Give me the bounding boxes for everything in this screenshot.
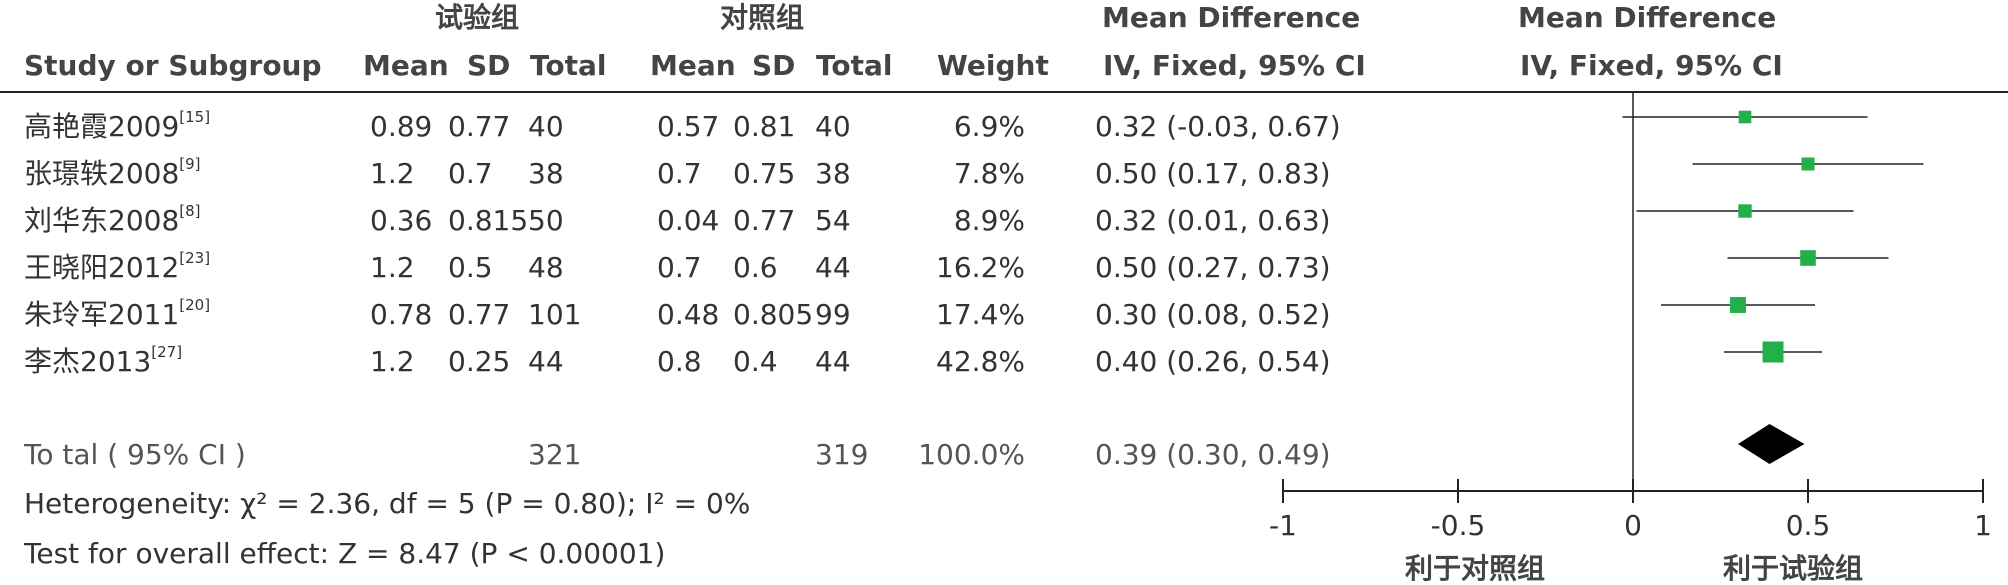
ctrl-sd: 0.81 — [733, 110, 796, 143]
weight-header: Weight — [937, 49, 1049, 82]
ci-text: 0.50 (0.27, 0.73) — [1095, 251, 1331, 284]
group-ctrl-header: 对照组 — [720, 1, 805, 34]
exp-sd: 0.77 — [448, 298, 511, 331]
study-ref: [8] — [179, 201, 201, 220]
total-ctrl-total: 319 — [815, 438, 869, 471]
header-divider — [0, 91, 2008, 93]
ctrl-mean: 0.8 — [657, 345, 702, 378]
total-weight: 100.0% — [918, 438, 1025, 471]
pooled-diamond — [1738, 424, 1805, 464]
exp-sd: 0.7 — [448, 157, 493, 190]
exp-total: 50 — [528, 204, 564, 237]
exp-mean: 0.89 — [370, 110, 433, 143]
ctrl-sd: 0.6 — [733, 251, 778, 284]
study-ref: [15] — [179, 107, 211, 126]
ctrl-sd: 0.75 — [733, 157, 796, 190]
study-ref: [23] — [179, 248, 211, 267]
ctrl-mean: 0.48 — [657, 298, 720, 331]
total-ci-text: 0.39 (0.30, 0.49) — [1095, 438, 1331, 471]
ctrl-mean: 0.7 — [657, 251, 702, 284]
ctrl-total: 38 — [815, 157, 851, 190]
total-label: To tal ( 95% CI ) — [24, 438, 246, 471]
x-tick-label: 1 — [1974, 509, 1992, 542]
study-name: 刘华东2008[8] — [24, 201, 201, 237]
overall-effect-text: Test for overall effect: Z = 8.47 (P < 0… — [24, 537, 666, 570]
ctrl-mean-header: Mean — [650, 49, 736, 82]
effect-marker — [1762, 341, 1784, 363]
effect-marker — [1801, 157, 1815, 171]
study-ref: [9] — [179, 154, 201, 173]
weight-value: 16.2% — [936, 251, 1025, 284]
exp-sd-header: SD — [467, 49, 511, 82]
ctrl-mean: 0.57 — [657, 110, 720, 143]
heterogeneity-text: Heterogeneity: χ² = 2.36, df = 5 (P = 0.… — [24, 487, 751, 520]
study-name: 高艳霞2009[15] — [24, 107, 211, 143]
weight-value: 7.8% — [953, 157, 1025, 190]
ctrl-sd-header: SD — [752, 49, 796, 82]
ctrl-total-header: Total — [816, 49, 893, 82]
exp-total: 101 — [528, 298, 582, 331]
exp-total-header: Total — [530, 49, 607, 82]
effect-marker — [1800, 250, 1816, 266]
ctrl-total: 44 — [815, 345, 851, 378]
ci-text: 0.40 (0.26, 0.54) — [1095, 345, 1331, 378]
ci-text: 0.50 (0.17, 0.83) — [1095, 157, 1331, 190]
exp-sd: 0.77 — [448, 110, 511, 143]
study-name: 李杰2013[27] — [24, 342, 183, 378]
exp-sd: 0.5 — [448, 251, 493, 284]
exp-mean-header: Mean — [363, 49, 449, 82]
study-name: 王晓阳2012[23] — [24, 248, 211, 284]
group-exp-header: 试验组 — [435, 1, 520, 34]
ctrl-sd: 0.4 — [733, 345, 778, 378]
exp-total: 48 — [528, 251, 564, 284]
ctrl-sd: 0.805 — [733, 298, 814, 331]
weight-value: 42.8% — [936, 345, 1025, 378]
x-tick-label: -0.5 — [1431, 509, 1486, 542]
ci-text: 0.32 (0.01, 0.63) — [1095, 204, 1331, 237]
exp-total: 38 — [528, 157, 564, 190]
x-tick-label: 0.5 — [1786, 509, 1831, 542]
exp-total: 44 — [528, 345, 564, 378]
exp-sd: 0.815 — [448, 204, 529, 237]
study-name: 朱玲军2011[20] — [24, 295, 211, 331]
study-ref: [27] — [151, 342, 183, 361]
effect-marker — [1738, 204, 1752, 218]
exp-sd: 0.25 — [448, 345, 511, 378]
weight-value: 6.9% — [953, 110, 1025, 143]
ctrl-mean: 0.04 — [657, 204, 720, 237]
exp-mean: 0.78 — [370, 298, 433, 331]
ci-text: 0.32 (-0.03, 0.67) — [1095, 110, 1341, 143]
exp-mean: 1.2 — [370, 251, 415, 284]
exp-mean: 1.2 — [370, 345, 415, 378]
effect-marker — [1738, 110, 1752, 124]
effect-marker — [1730, 297, 1746, 313]
total-exp-total: 321 — [528, 438, 582, 471]
exp-total: 40 — [528, 110, 564, 143]
exp-mean: 0.36 — [370, 204, 433, 237]
study-col-header: Study or Subgroup — [24, 49, 322, 82]
exp-mean: 1.2 — [370, 157, 415, 190]
x-tick-label: -1 — [1269, 509, 1297, 542]
plot-method-header: IV, Fixed, 95% CI — [1520, 49, 1783, 82]
ctrl-total: 54 — [815, 204, 851, 237]
favours-exp-label: 利于试验组 — [1722, 552, 1863, 585]
ci-text: 0.30 (0.08, 0.52) — [1095, 298, 1331, 331]
study-name: 张璟轶2008[9] — [24, 154, 201, 190]
plot-title-header: Mean Difference — [1518, 1, 1777, 34]
study-ref: [20] — [179, 295, 211, 314]
favours-ctrl-label: 利于对照组 — [1404, 552, 1545, 585]
md-method-header: IV, Fixed, 95% CI — [1103, 49, 1366, 82]
ctrl-sd: 0.77 — [733, 204, 796, 237]
weight-value: 17.4% — [936, 298, 1025, 331]
md-title-header: Mean Difference — [1102, 1, 1361, 34]
x-tick-label: 0 — [1624, 509, 1642, 542]
ctrl-total: 40 — [815, 110, 851, 143]
ctrl-total: 44 — [815, 251, 851, 284]
weight-value: 8.9% — [953, 204, 1025, 237]
ctrl-total: 99 — [815, 298, 851, 331]
ctrl-mean: 0.7 — [657, 157, 702, 190]
